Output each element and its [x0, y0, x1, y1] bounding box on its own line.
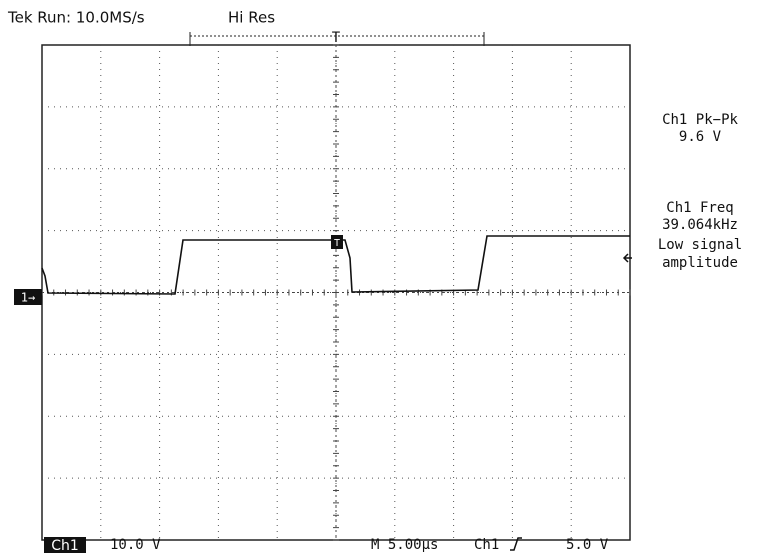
footer-scale: 10.0 V [110, 537, 161, 553]
oscilloscope-screen: Tek Run: 10.0MS/s Hi Res T 1→ T Ch1 Pk−P… [0, 0, 764, 553]
channel-marker: 1→ [21, 291, 35, 305]
footer-trigger-source: Ch1 [474, 537, 499, 553]
mode-text: Hi Res [228, 9, 275, 27]
trigger-point-marker: T [334, 238, 340, 249]
measurement-value: 39.064kHz [662, 217, 738, 233]
footer-channel: Ch1 [51, 538, 79, 553]
measurement-label: Ch1 Freq [666, 200, 733, 216]
measurement-value: 9.6 V [679, 129, 722, 145]
status-text: Tek Run: 10.0MS/s [7, 9, 145, 27]
background [0, 0, 764, 553]
measurement-label: Ch1 Pk−Pk [662, 112, 738, 128]
footer-timebase: M 5.00µs [371, 537, 438, 553]
measurement-note: amplitude [662, 255, 738, 271]
footer-trigger-level: 5.0 V [566, 537, 609, 553]
trigger-marker: T [332, 30, 341, 46]
measurement-note: Low signal [658, 237, 742, 253]
